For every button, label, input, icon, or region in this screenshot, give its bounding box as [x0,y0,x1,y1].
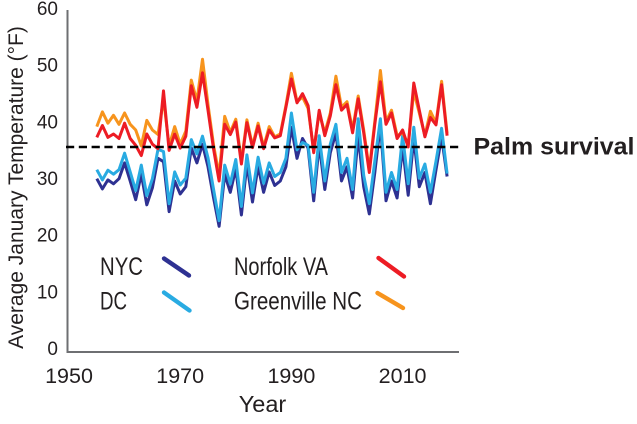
svg-text:50: 50 [37,56,58,77]
svg-text:2010: 2010 [379,364,427,388]
svg-text:Greenville NC: Greenville NC [234,288,362,316]
svg-text:40: 40 [37,112,58,133]
svg-text:DC: DC [100,288,127,316]
svg-text:NYC: NYC [100,253,143,281]
svg-text:Norfolk VA: Norfolk VA [234,253,328,281]
svg-text:Year: Year [239,391,287,417]
svg-text:60: 60 [37,0,58,20]
svg-text:0: 0 [47,339,58,360]
svg-text:Palm survival: Palm survival [474,134,635,161]
svg-text:1970: 1970 [156,364,204,388]
svg-text:20: 20 [37,226,58,247]
svg-text:1950: 1950 [45,364,93,388]
svg-text:Average January Temperature (°: Average January Temperature (°F) [5,26,28,349]
svg-text:30: 30 [37,169,58,190]
svg-text:10: 10 [37,282,58,303]
svg-text:1990: 1990 [267,364,315,388]
